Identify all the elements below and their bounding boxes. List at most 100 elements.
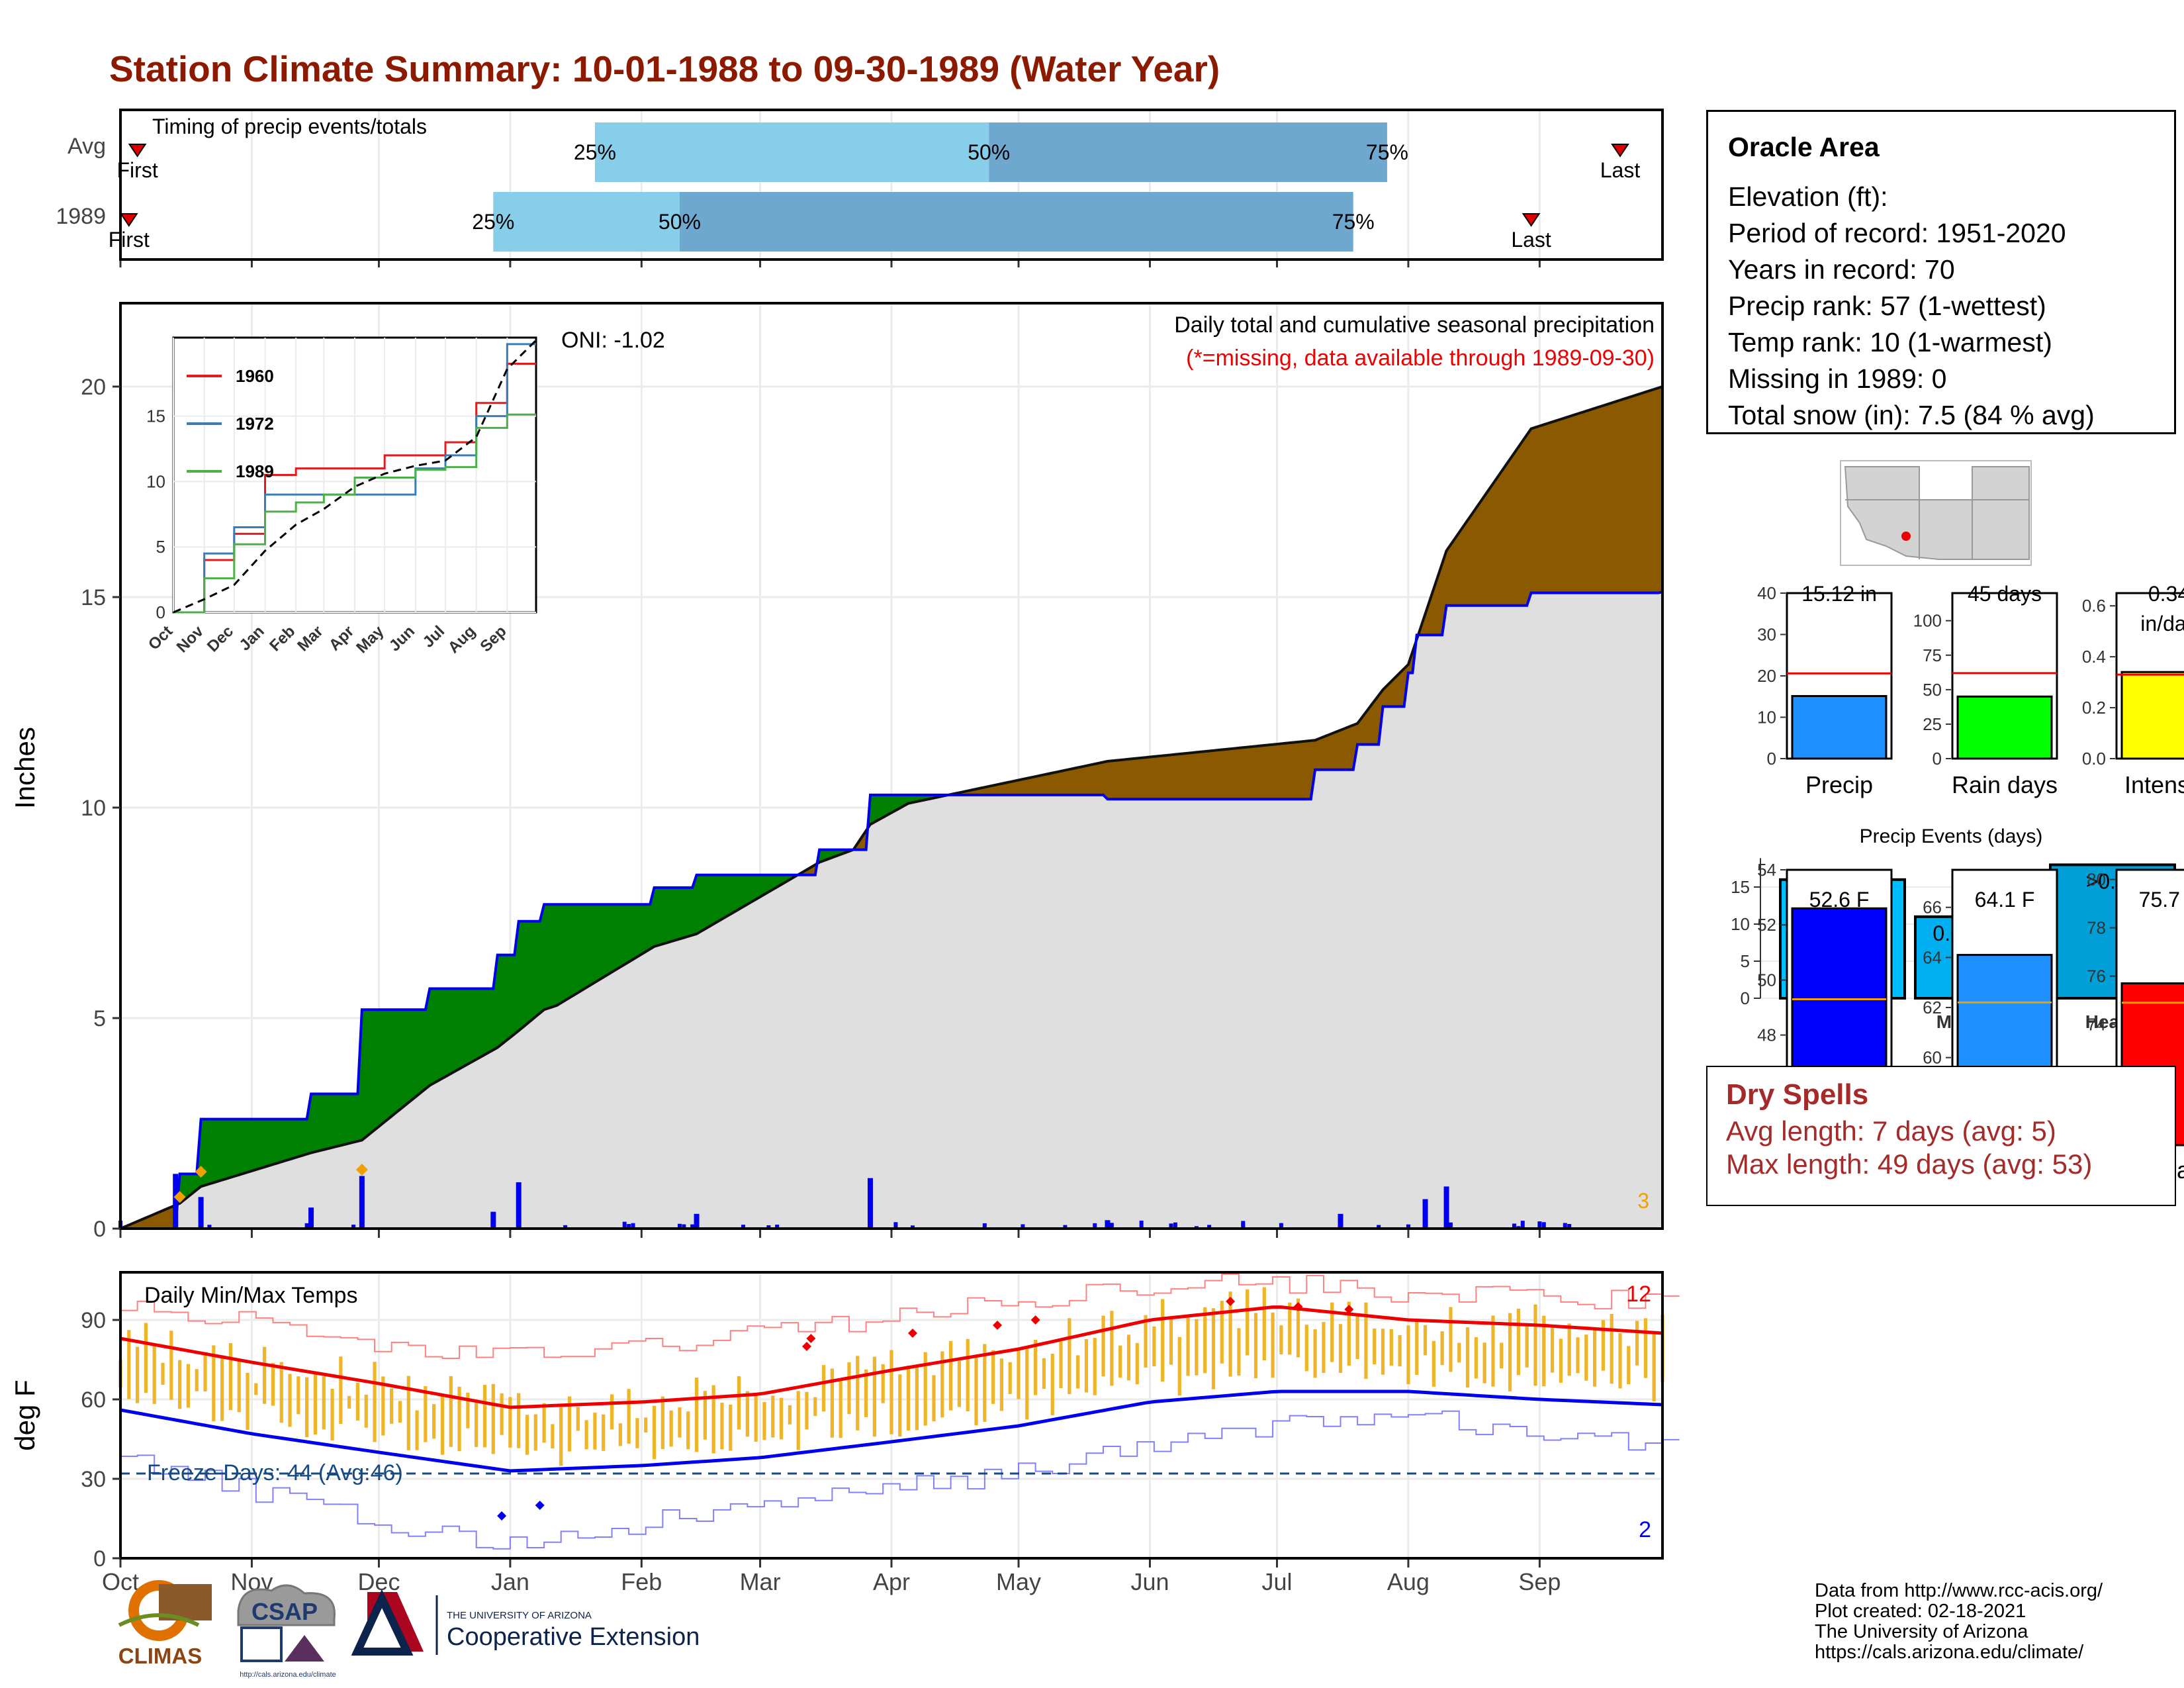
daily-temp-bar: [1449, 1307, 1453, 1372]
daily-temp-bar: [856, 1356, 860, 1430]
daily-precip-bar: [304, 1223, 309, 1229]
timing-bar-q50-q75: [679, 192, 1353, 252]
daily-precip-bar: [694, 1222, 699, 1229]
mini-bar-value-label: 0.34: [2148, 582, 2184, 606]
daily-temp-bar: [1508, 1313, 1512, 1391]
timing-q25-label: 25%: [574, 140, 616, 164]
inset-x-tick-label: Oct: [145, 622, 176, 653]
daily-temp-bar: [1076, 1355, 1080, 1389]
timing-last-marker: [1522, 213, 1541, 227]
average-cumulative-line: [120, 385, 1663, 1230]
daily-precip-bar: [627, 1224, 631, 1229]
daily-temp-bar: [881, 1364, 885, 1403]
daily-temp-bar: [720, 1402, 724, 1450]
climas-wordmark: CLIMAS: [118, 1644, 203, 1668]
snow-event-marker: [173, 1191, 186, 1203]
month-label-Mar: Mar: [740, 1568, 781, 1595]
daily-temp-bar: [263, 1346, 267, 1404]
mini-bar-tick-label: 40: [1757, 583, 1776, 603]
temp-bar-value-label: 64.1 F: [1975, 888, 2035, 912]
daily-temp-bar: [1118, 1345, 1122, 1378]
freeze-days-label: Freeze Days: 44 (Avg:46): [147, 1460, 403, 1485]
daily-temp-bar: [1592, 1329, 1597, 1387]
daily-temp-bar: [1643, 1318, 1647, 1378]
temp-plot: [118, 1273, 1680, 1550]
daily-temp-bar: [246, 1372, 250, 1430]
daily-temp-bar: [288, 1374, 292, 1427]
month-label-Aug: Aug: [1387, 1568, 1430, 1595]
csap-logo: CSAP http://cals.arizona.edu/climate: [237, 1584, 336, 1679]
temp-bar-tick-label: 60: [1923, 1048, 1942, 1068]
record-high-marker: [1030, 1315, 1040, 1325]
daily-temp-bar: [1008, 1362, 1012, 1394]
daily-temp-bar: [1237, 1328, 1241, 1376]
month-label-Jul: Jul: [1261, 1568, 1292, 1595]
oni-label: ONI: -1.02: [561, 328, 665, 353]
daily-temp-bar: [1347, 1301, 1351, 1366]
month-label-Jan: Jan: [491, 1568, 529, 1595]
daily-precip-bar: [1093, 1223, 1097, 1229]
record-low-line: [120, 1410, 1680, 1550]
temp-title: Daily Min/Max Temps: [144, 1283, 357, 1308]
current-year-cumulative-line: [120, 590, 1663, 1230]
daily-temp-bar: [1152, 1326, 1156, 1366]
dry-spells-avg: Avg length: 7 days (avg: 5): [1726, 1115, 2056, 1147]
record-high-marker: [1293, 1302, 1303, 1311]
daily-temp-bar: [424, 1385, 428, 1442]
daily-precip-bar: [1512, 1223, 1516, 1229]
daily-temp-bar: [161, 1362, 165, 1385]
daily-temp-bar: [475, 1402, 478, 1448]
temp-frame: [119, 1271, 1664, 1560]
avg-tmin-line: [120, 1389, 1663, 1473]
daily-temp-bar: [1338, 1324, 1343, 1373]
inset-y-tick-label: 0: [156, 602, 165, 622]
timing-bar-q50-q75: [989, 122, 1387, 182]
daily-temp-bar: [482, 1385, 487, 1448]
climas-logo: CLIMAS: [118, 1580, 212, 1668]
inset-legend-label: 1960: [236, 366, 274, 386]
dry-spells-max: Max length: 49 days (avg: 53): [1726, 1149, 2093, 1180]
daily-precip-bar: [207, 1225, 212, 1229]
daily-precip-bar: [982, 1223, 987, 1229]
precip-caption: Daily total and cumulative seasonal prec…: [1174, 312, 1655, 338]
daily-precip-bar: [1537, 1221, 1542, 1229]
daily-temp-bar: [932, 1375, 936, 1422]
daily-temp-bar: [1025, 1346, 1029, 1420]
daily-temp-bar: [1228, 1291, 1232, 1377]
daily-precip-bar: [775, 1225, 780, 1229]
mini-bar-tick-label: 75: [1923, 645, 1942, 665]
credit-university: The University of Arizona: [1815, 1621, 2028, 1642]
daily-temp-bar: [1516, 1308, 1520, 1376]
daily-precip-bar: [690, 1224, 695, 1229]
daily-temp-bar: [1296, 1298, 1300, 1358]
daily-temp-bar: [1652, 1332, 1656, 1402]
daily-temp-bar: [1567, 1323, 1571, 1376]
daily-temp-bar: [584, 1420, 588, 1450]
daily-temp-bar: [390, 1388, 394, 1424]
mini-bar-tick-label: 0: [1933, 749, 1942, 769]
temp-bar-tick-label: 80: [2087, 870, 2106, 890]
daily-precip-bar: [677, 1223, 682, 1229]
daily-precip-bar: [490, 1211, 496, 1229]
daily-temp-bar: [593, 1413, 597, 1450]
daily-precip-bar: [351, 1224, 356, 1229]
daily-temp-bar: [381, 1376, 385, 1436]
daily-precip-bar: [516, 1182, 522, 1229]
daily-temp-bar: [1195, 1319, 1199, 1376]
mini-bar-unit-label: in/day: [2140, 612, 2184, 635]
station-location-marker: [1901, 532, 1911, 541]
credit-url: https://cals.arizona.edu/climate/: [1815, 1642, 2084, 1663]
credit-created: Plot created: 02-18-2021: [1815, 1601, 2026, 1622]
daily-temp-bar: [1203, 1307, 1207, 1374]
month-label-May: May: [996, 1568, 1041, 1595]
events-tick-label: 5: [1741, 951, 1750, 971]
month-label-Jun: Jun: [1130, 1568, 1169, 1595]
mini-bar-value: [1956, 695, 2053, 760]
daily-temp-bar: [974, 1358, 978, 1426]
snow-event-marker: [195, 1166, 207, 1178]
daily-temp-bar: [737, 1376, 741, 1430]
daily-temp-bar: [1457, 1342, 1461, 1363]
inset-x-tick-label: Jun: [386, 622, 418, 655]
mini-bar-chart-intensity: 0.0 0.2 0.4 0.6 0.34 in/day Intensity: [2082, 582, 2184, 798]
daily-temp-bar: [440, 1394, 445, 1455]
